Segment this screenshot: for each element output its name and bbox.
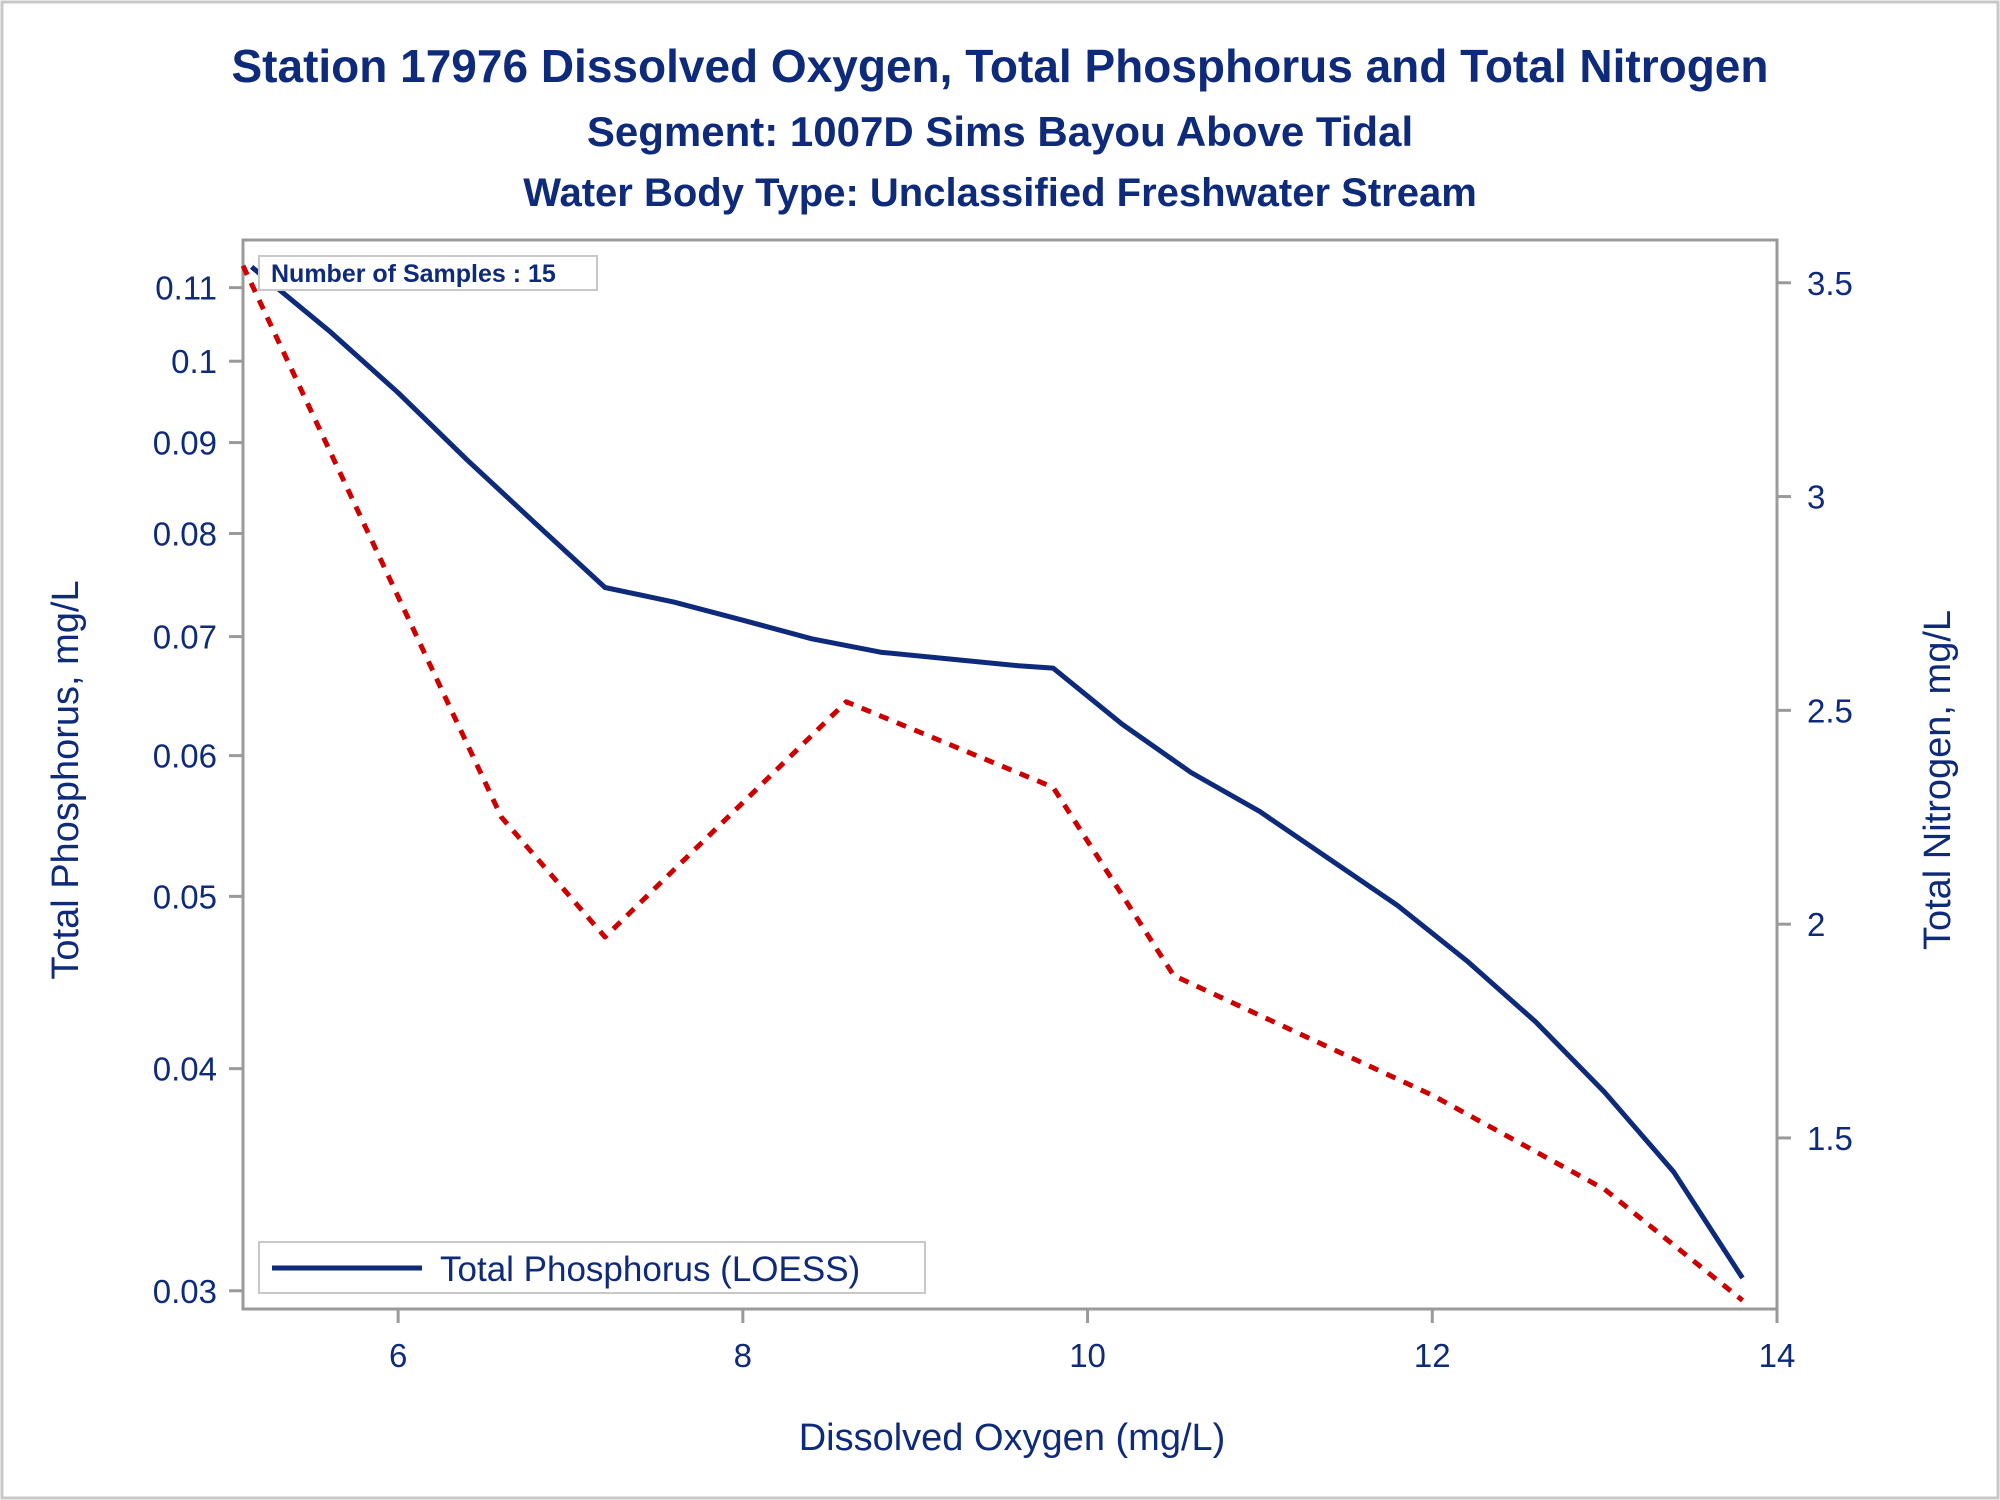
x-tick-label-3: 12 <box>1414 1337 1451 1374</box>
legend-label-phosphorus: Total Phosphorus (LOESS) <box>440 1250 860 1289</box>
sample-count-annotation: Number of Samples : 15 <box>258 255 598 291</box>
y-left-tick-label-6: 0.09 <box>153 425 217 462</box>
y-left-tick-label-2: 0.05 <box>153 878 217 915</box>
series-line-phosphorus <box>250 264 1745 1280</box>
plot-frame <box>241 238 1779 1311</box>
x-tick-label-0: 6 <box>389 1337 407 1374</box>
y-left-tick-label-0: 0.03 <box>153 1273 217 1310</box>
x-tick-label-1: 8 <box>734 1337 752 1374</box>
y-right-tick-label-2: 2.5 <box>1807 692 1853 729</box>
legend: Total Phosphorus (LOESS) <box>258 1241 926 1294</box>
y-axis-left: 0.03 0.04 0.05 0.06 0.07 0.08 0.09 0.1 0.11 <box>153 270 243 1310</box>
annotation-text: Number of Samples : 15 <box>271 260 556 288</box>
x-tick-label-4: 14 <box>1759 1337 1796 1374</box>
plot-area <box>240 238 1779 1311</box>
chart-subtitle-2: Water Body Type: Unclassified Freshwater… <box>523 171 1477 215</box>
chart-title: Station 17976 Dissolved Oxygen, Total Ph… <box>231 40 1768 92</box>
y-right-tick-label-0: 1.5 <box>1807 1120 1853 1157</box>
y-right-tick-label-1: 2 <box>1807 906 1825 943</box>
y-left-tick-label-1: 0.04 <box>153 1051 217 1088</box>
y-right-tick-label-4: 3.5 <box>1807 265 1853 302</box>
y-left-tick-label-3: 0.06 <box>153 738 217 775</box>
series-layer <box>240 264 1745 1303</box>
x-axis: 6 8 10 12 14 <box>389 1309 1795 1374</box>
y-axis-right: 1.5 2 2.5 3 3.5 <box>1777 265 1853 1157</box>
x-axis-label: Dissolved Oxygen (mg/L) <box>799 1417 1226 1459</box>
y-left-tick-label-8: 0.11 <box>155 270 217 307</box>
y-left-tick-label-5: 0.08 <box>153 516 217 553</box>
y-axis-left-label: Total Phosphorus, mg/L <box>45 580 87 979</box>
chart-subtitle: Segment: 1007D Sims Bayou Above Tidal <box>587 108 1413 155</box>
x-tick-label-2: 10 <box>1069 1337 1106 1374</box>
y-axis-right-label: Total Nitrogen, mg/L <box>1917 610 1959 950</box>
y-right-tick-label-3: 3 <box>1807 479 1825 516</box>
y-left-tick-label-4: 0.07 <box>153 619 217 656</box>
y-left-tick-label-7: 0.1 <box>171 343 217 380</box>
annotation-box <box>258 255 598 291</box>
